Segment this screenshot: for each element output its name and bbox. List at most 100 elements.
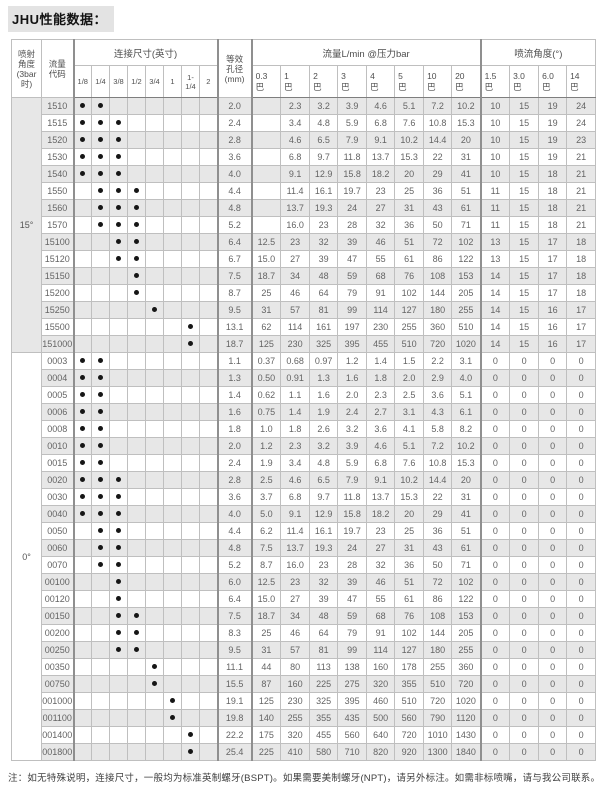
header-spray-pressure: 1.5 巴 xyxy=(479,65,511,98)
cell-connection xyxy=(91,454,110,472)
cell-connection xyxy=(163,267,182,285)
cell-connection xyxy=(91,301,110,319)
header-flow-group: 流量L/min @压力bar xyxy=(250,39,482,66)
cell-spray-angle: 17 xyxy=(538,267,568,285)
cell-connection xyxy=(145,471,164,489)
cell-diameter: 1.1 xyxy=(216,352,253,370)
cell-connection xyxy=(181,658,200,676)
cell-connection xyxy=(72,709,92,727)
cell-flow: 395 xyxy=(337,335,368,353)
header-spray-angle: 喷射 角度 (3bar 时) xyxy=(11,39,42,98)
cell-connection xyxy=(72,131,92,149)
cell-spray-angle: 0 xyxy=(479,437,511,455)
cell-flow: 16.1 xyxy=(309,182,339,200)
cell-connection xyxy=(145,590,164,608)
cell-flow: 255 xyxy=(451,301,482,319)
cell-flow-code: 1550 xyxy=(41,182,74,200)
cell-flow-code: 15120 xyxy=(41,250,74,268)
connection-dot-icon xyxy=(116,188,121,194)
cell-connection xyxy=(163,114,182,132)
cell-spray-angle: 0 xyxy=(479,386,511,404)
cell-spray-angle: 0 xyxy=(566,369,597,387)
cell-flow: 2.5 xyxy=(394,386,425,404)
cell-flow: 72 xyxy=(423,233,453,251)
cell-connection xyxy=(163,556,182,574)
cell-flow: 8.2 xyxy=(451,420,482,438)
cell-connection xyxy=(163,352,182,370)
cell-connection xyxy=(145,692,164,710)
cell-flow: 2.0 xyxy=(394,369,425,387)
cell-spray-angle: 0 xyxy=(566,437,597,455)
cell-connection xyxy=(127,335,146,353)
cell-flow-code: 15500 xyxy=(41,318,74,336)
cell-spray-angle: 10 xyxy=(479,97,511,115)
cell-connection xyxy=(145,488,164,506)
cell-connection xyxy=(91,505,110,523)
cell-connection xyxy=(109,318,128,336)
table-row: 00750 15.5 87 160 225 275 320 355 510 720 0 0 0 0 xyxy=(12,675,597,693)
cell-connection xyxy=(127,420,146,438)
cell-connection xyxy=(127,709,146,727)
cell-spray-angle: 0 xyxy=(509,454,540,472)
cell-spray-angle: 15 xyxy=(509,165,540,183)
cell-connection xyxy=(72,590,92,608)
cell-connection xyxy=(91,590,110,608)
cell-connection xyxy=(127,641,146,659)
cell-diameter: 2.4 xyxy=(216,454,253,472)
cell-spray-angle: 14 xyxy=(479,284,511,302)
cell-flow: 455 xyxy=(309,726,339,744)
cell-connection xyxy=(72,199,92,217)
cell-connection xyxy=(181,284,200,302)
cell-connection xyxy=(163,437,182,455)
header-connection-size-group: 连接尺寸(英寸) xyxy=(72,39,219,66)
table-row: 001400 22.2 175 320 455 560 640 720 1010 1430 0 0 0 0 xyxy=(12,726,597,744)
cell-connection xyxy=(181,539,200,557)
cell-connection xyxy=(163,658,182,676)
cell-connection xyxy=(127,556,146,574)
cell-flow: 1.3 xyxy=(309,369,339,387)
cell-spray-angle: 0 xyxy=(566,352,597,370)
cell-connection xyxy=(109,182,128,200)
table-row: 001100 19.8 140 255 355 435 500 560 790 1120 0 0 0 0 xyxy=(12,709,597,727)
cell-connection xyxy=(145,658,164,676)
cell-connection xyxy=(145,522,164,540)
cell-flow: 4.0 xyxy=(451,369,482,387)
cell-connection xyxy=(198,216,219,234)
cell-spray-angle: 21 xyxy=(566,216,597,234)
connection-dot-icon xyxy=(134,256,139,262)
cell-flow: 10.8 xyxy=(423,454,453,472)
cell-flow: 3.7 xyxy=(250,488,282,506)
cell-diameter: 2.8 xyxy=(216,471,253,489)
cell-connection xyxy=(145,539,164,557)
cell-spray-angle: 0 xyxy=(479,352,511,370)
connection-dot-icon xyxy=(98,188,103,194)
cell-connection xyxy=(163,216,182,234)
cell-spray-angle: 15 xyxy=(509,148,540,166)
cell-flow: 1010 xyxy=(423,726,453,744)
cell-connection xyxy=(72,675,92,693)
table-row: 1570 5.2 16.0 23 28 32 36 50 71 11 15 18 21 xyxy=(12,216,597,234)
cell-connection xyxy=(109,692,128,710)
cell-spray-angle: 0 xyxy=(538,624,568,642)
cell-flow: 61 xyxy=(451,199,482,217)
cell-flow xyxy=(250,148,282,166)
connection-dot-icon xyxy=(116,137,121,143)
cell-connection xyxy=(127,743,146,761)
cell-connection xyxy=(72,641,92,659)
cell-flow: 230 xyxy=(280,692,311,710)
cell-connection xyxy=(127,539,146,557)
cell-spray-angle: 19 xyxy=(538,114,568,132)
cell-connection xyxy=(181,454,200,472)
cell-flow: 50 xyxy=(423,556,453,574)
cell-diameter: 15.5 xyxy=(216,675,253,693)
cell-flow: 13.7 xyxy=(366,488,396,506)
cell-flow: 455 xyxy=(366,335,396,353)
cell-spray-angle: 18 xyxy=(538,182,568,200)
cell-diameter: 4.8 xyxy=(216,199,253,217)
cell-flow: 790 xyxy=(423,709,453,727)
cell-connection xyxy=(163,284,182,302)
cell-diameter: 22.2 xyxy=(216,726,253,744)
cell-spray-angle: 0 xyxy=(509,658,540,676)
cell-flow: 1.6 xyxy=(337,369,368,387)
